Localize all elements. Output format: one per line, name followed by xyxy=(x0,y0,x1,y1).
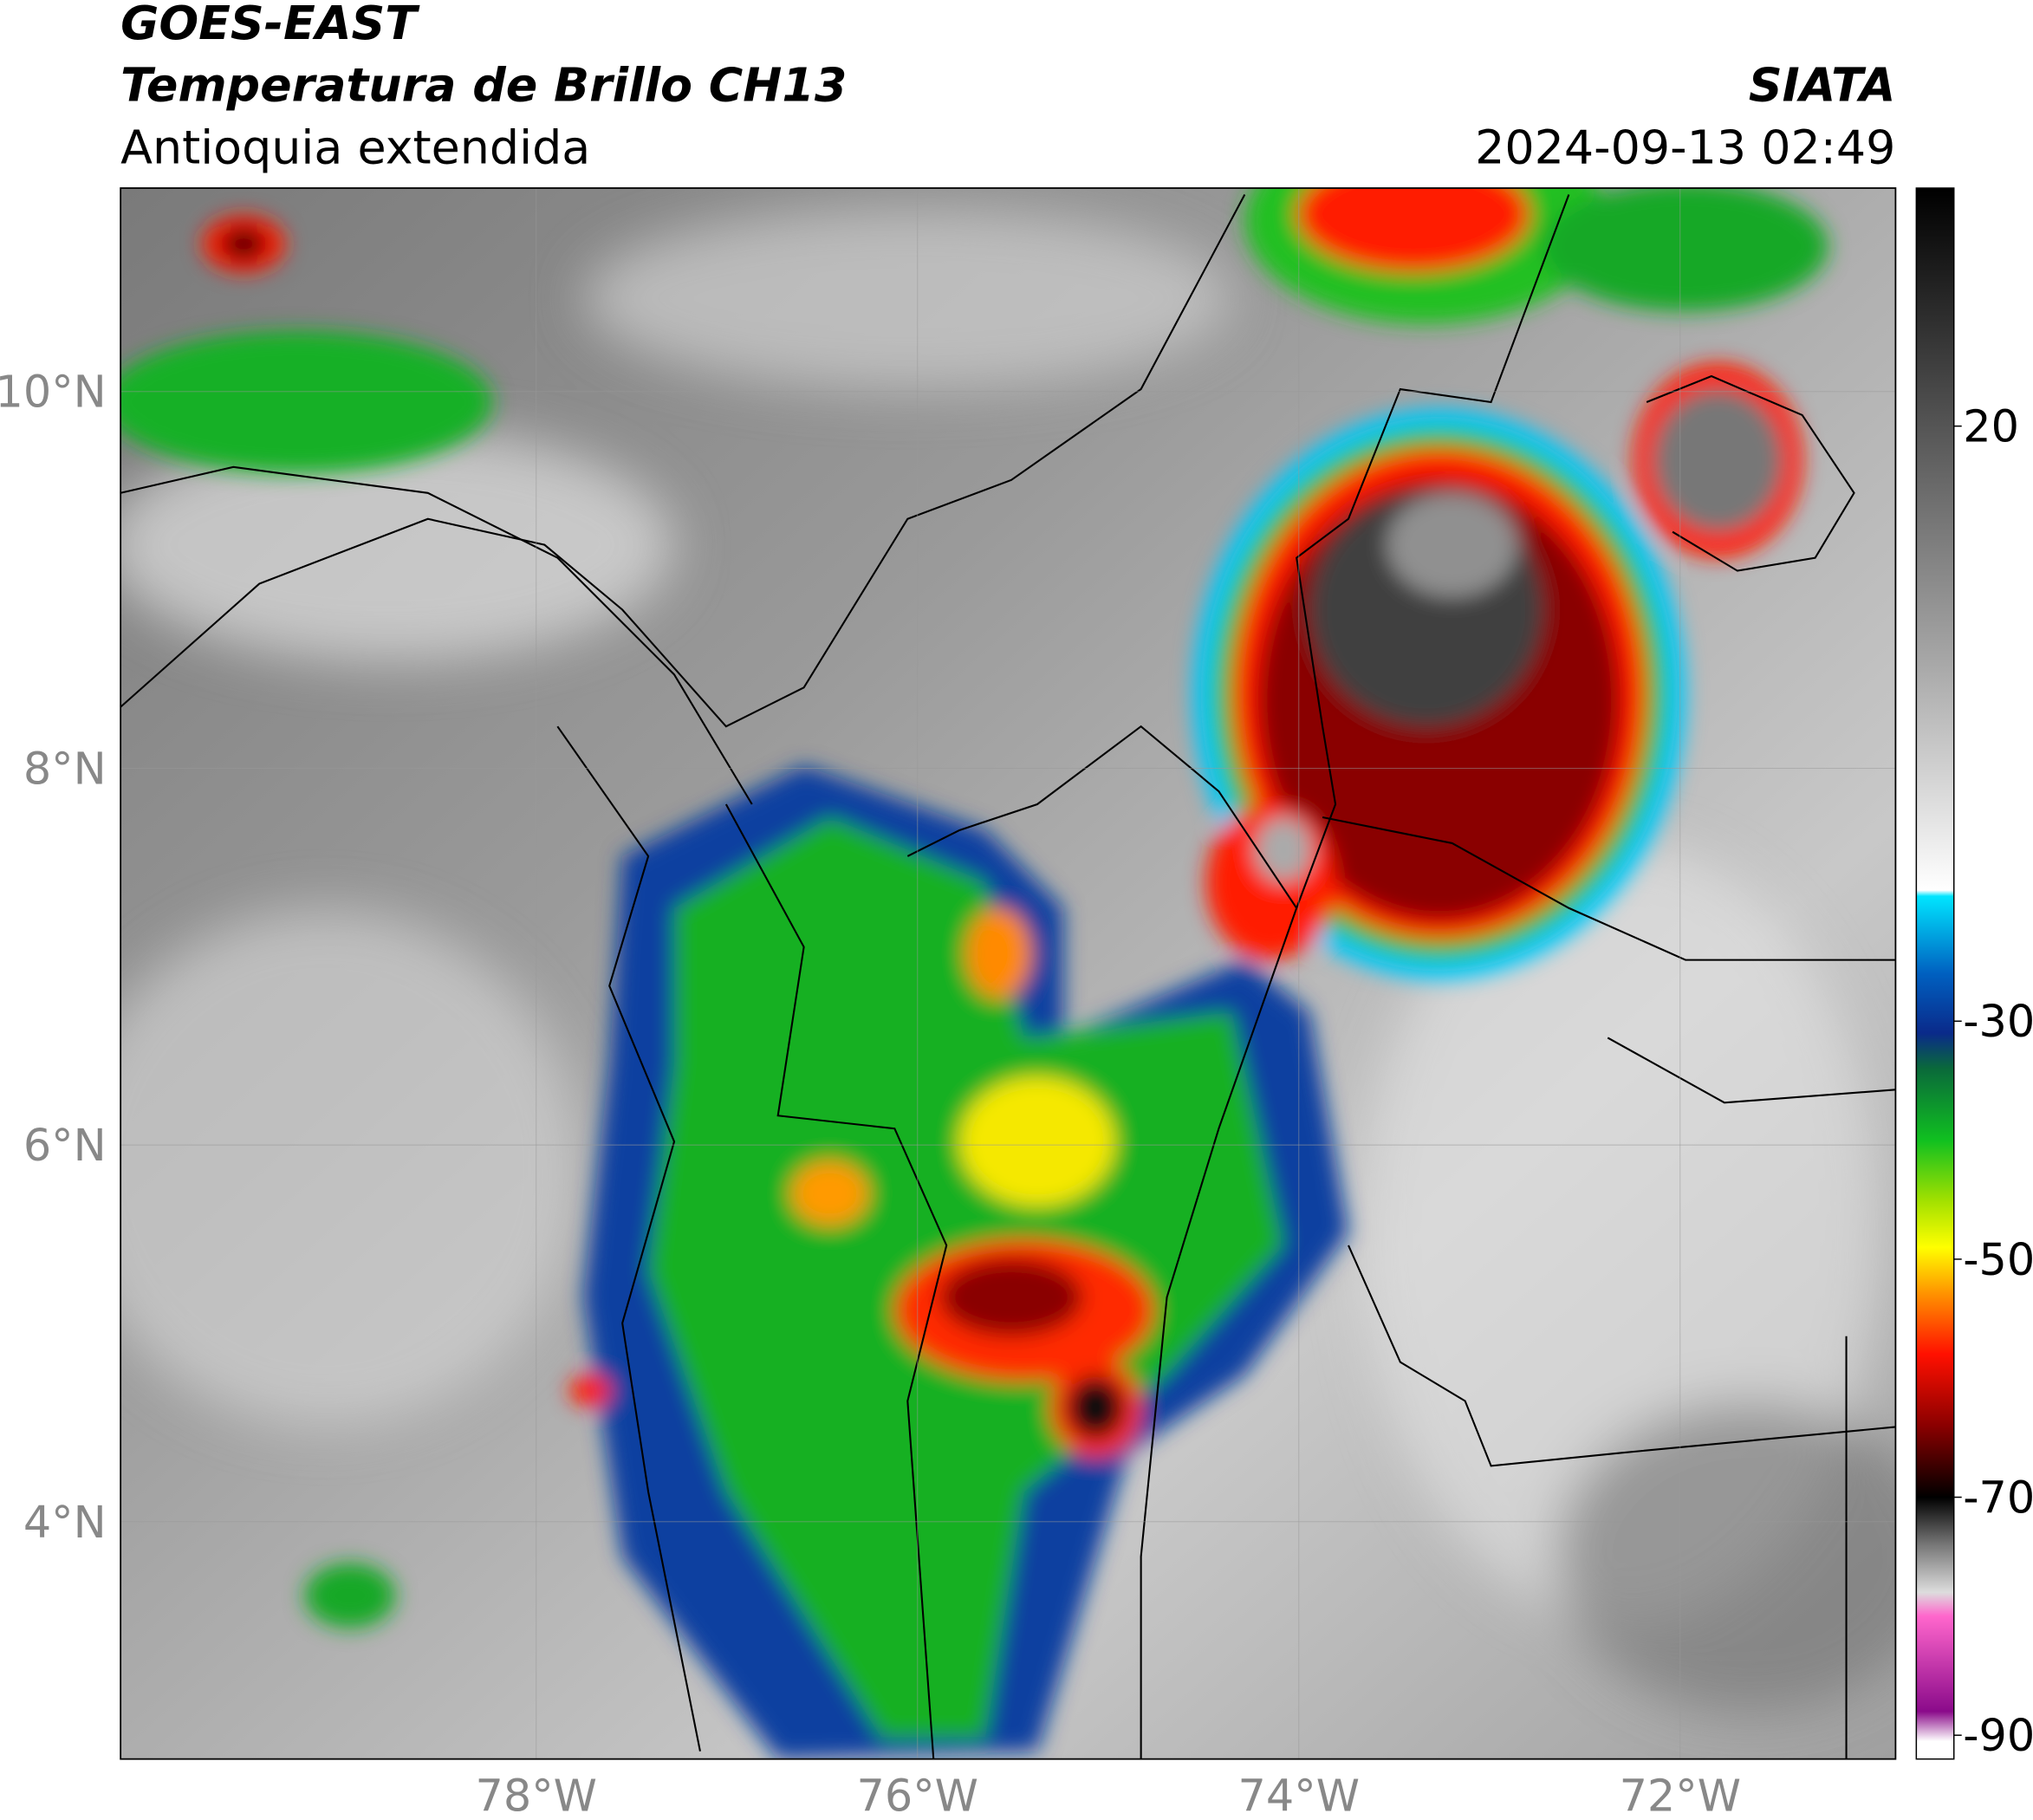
coast xyxy=(1646,374,1855,572)
storm-core xyxy=(1255,816,1313,882)
storm-core xyxy=(939,1258,1083,1336)
y-tick-label: 6°N xyxy=(23,1120,107,1171)
border xyxy=(1296,194,1570,909)
border xyxy=(120,194,1246,728)
storm-core xyxy=(1387,492,1517,597)
colorbar-tick-label: 20 xyxy=(1963,401,2019,452)
colorbar-tick-label: -90 xyxy=(1963,1710,2033,1761)
convective-field xyxy=(120,188,1828,1759)
storm-core xyxy=(220,226,268,261)
storm-core xyxy=(1067,1376,1125,1439)
storm-core xyxy=(568,1375,611,1407)
y-tick-label: 8°N xyxy=(23,743,107,794)
colorbar: 20 -30 -50 -70 -90 xyxy=(1915,187,2033,1761)
cloud xyxy=(120,907,584,1427)
colorbar-tick-label: -30 xyxy=(1963,996,2033,1047)
border xyxy=(906,725,1298,1759)
cloud xyxy=(583,207,1232,390)
y-tick-label: 10°N xyxy=(0,367,107,418)
subtitle: Temperatura de Brillo CH13 xyxy=(120,58,847,113)
storm-ring xyxy=(1543,188,1828,312)
cloud xyxy=(120,427,674,662)
x-tick-label: 74°W xyxy=(1238,1771,1360,1820)
map-image xyxy=(120,188,1896,1759)
colorbar-tick-label: -70 xyxy=(1963,1472,2033,1523)
x-tick-label: 72°W xyxy=(1620,1771,1741,1820)
title: GOES-EAST xyxy=(120,0,420,50)
x-tick-label: 76°W xyxy=(857,1771,978,1820)
storm-core xyxy=(790,1160,869,1226)
colorbar-tick-label: -50 xyxy=(1963,1234,2033,1285)
x-tick-label: 78°W xyxy=(476,1771,597,1820)
region: Antioquia extendida xyxy=(120,120,590,175)
storm-core xyxy=(1296,188,1530,273)
coast xyxy=(556,725,701,1752)
tick-labels: 78°W 76°W 74°W 72°W 10°N 8°N 6°N 4°N xyxy=(0,367,1741,1820)
borders xyxy=(120,194,1896,1759)
border xyxy=(1348,1245,1896,1467)
storm-core xyxy=(959,1076,1115,1207)
datetime: 2024-09-13 02:49 xyxy=(1475,120,1895,175)
storm-core xyxy=(1653,389,1783,532)
border xyxy=(724,803,948,1759)
storm-ring xyxy=(304,1563,396,1628)
cloud xyxy=(1556,1401,1896,1713)
coast xyxy=(120,465,753,805)
border xyxy=(1607,1037,1896,1104)
colorbar-bar xyxy=(1915,187,1955,1760)
source: SIATA xyxy=(1749,58,1896,113)
cloud-texture xyxy=(120,207,1896,1713)
border xyxy=(1322,816,1896,961)
map-frame xyxy=(120,187,1897,1760)
storm-ring xyxy=(120,330,493,474)
y-tick-label: 4°N xyxy=(23,1497,107,1548)
grid xyxy=(120,188,1896,1759)
storm-core xyxy=(965,907,1031,999)
